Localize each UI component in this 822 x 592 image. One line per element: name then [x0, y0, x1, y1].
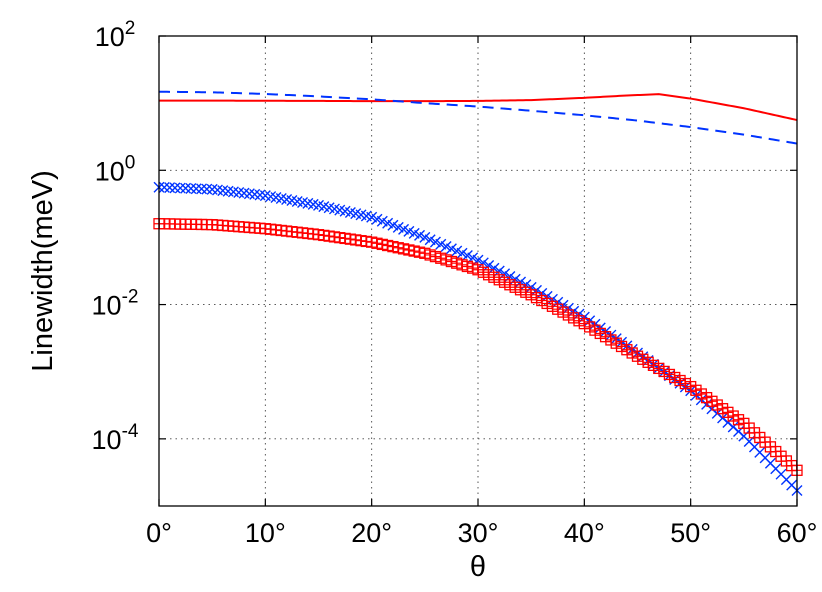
x-tick-label: 60°	[777, 518, 818, 548]
x-tick-label: 10°	[245, 518, 286, 548]
y-tick-label: 10-2	[92, 287, 139, 321]
x-marker	[164, 182, 176, 194]
x-marker	[169, 182, 181, 194]
grid	[159, 36, 797, 506]
x-marker	[249, 188, 261, 200]
x-marker	[217, 185, 229, 197]
x-marker	[243, 188, 255, 200]
x-marker	[185, 182, 197, 194]
x-marker	[227, 186, 239, 198]
axis-ticks	[158, 35, 798, 506]
x-marker	[222, 185, 234, 197]
x-tick-label: 0°	[146, 518, 172, 548]
red-square-marker-series	[153, 218, 803, 476]
x-marker	[254, 189, 266, 201]
plot-series	[153, 90, 803, 497]
x-marker	[158, 181, 170, 193]
y-axis-label: Linewidth(meV)	[27, 170, 59, 371]
x-marker	[211, 184, 223, 196]
red-solid-line	[159, 93, 798, 122]
x-marker	[201, 183, 213, 195]
x-marker	[477, 257, 489, 269]
x-marker	[196, 183, 208, 195]
x-marker	[190, 183, 202, 195]
x-marker	[180, 182, 192, 194]
x-marker	[233, 186, 245, 198]
x-marker	[483, 260, 495, 272]
x-axis-label: θ	[470, 551, 486, 583]
x-tick-label: 20°	[351, 518, 392, 548]
x-marker	[206, 183, 218, 195]
x-marker	[238, 187, 250, 199]
y-tick-label: 10-4	[92, 421, 139, 455]
x-marker	[174, 182, 186, 194]
tick-labels: 0° 10° 20° 30° 40° 50° 60° 102 100 10-2 10-4	[92, 18, 818, 548]
y-tick-label: 102	[95, 18, 136, 52]
x-tick-label: 30°	[458, 518, 499, 548]
y-tick-label: 100	[95, 152, 136, 186]
x-tick-label: 50°	[670, 518, 711, 548]
x-tick-label: 40°	[564, 518, 605, 548]
